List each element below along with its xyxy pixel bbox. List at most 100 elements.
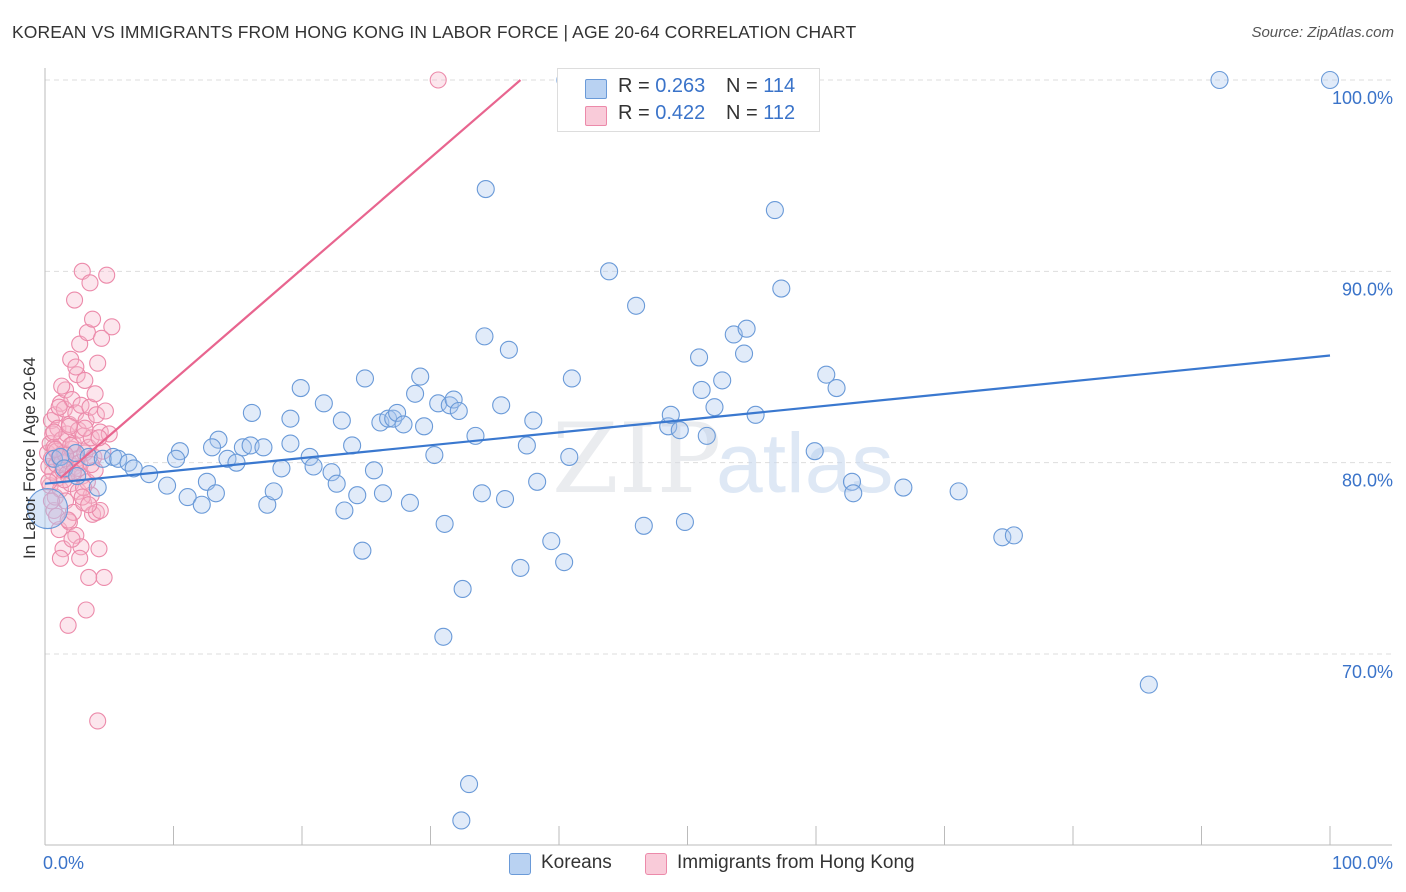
koreans-point <box>291 378 310 398</box>
correlation-legend: R = 0.263 N = 114 R = 0.422 N = 112 <box>557 68 820 132</box>
y-tick-label: 80.0% <box>1342 471 1393 491</box>
koreans-point <box>1139 675 1158 694</box>
koreans-point <box>675 512 694 532</box>
koreans-point <box>281 434 300 453</box>
koreans-point <box>634 516 653 535</box>
koreans-point <box>304 457 323 476</box>
hong-kong-point <box>76 419 94 437</box>
koreans-point <box>993 528 1012 547</box>
legend-r-label: R = <box>618 75 650 97</box>
x-tick-label: 0.0% <box>43 853 84 873</box>
series-koreans <box>27 70 1340 830</box>
koreans-point <box>524 411 543 430</box>
hong-kong-point <box>45 423 63 441</box>
koreans-swatch <box>509 853 531 875</box>
koreans-point <box>227 453 246 472</box>
watermark-atlas: atlas <box>716 416 893 510</box>
hong-kong-point <box>51 549 69 567</box>
koreans-point <box>167 449 186 468</box>
koreans-point <box>517 436 536 455</box>
legend-n-value: 112 <box>763 102 796 124</box>
koreans-point <box>435 514 454 533</box>
koreans-point <box>178 488 197 507</box>
koreans-point <box>492 396 511 415</box>
koreans-point <box>765 201 784 220</box>
x-tick-label: 100.0% <box>1332 853 1393 873</box>
koreans-point <box>272 459 291 478</box>
series-immigrants-from-hong-kong <box>39 71 447 730</box>
koreans-point <box>335 501 354 520</box>
hong-kong-point <box>87 406 105 424</box>
koreans-point <box>400 493 419 512</box>
hong-kong-point <box>63 390 81 409</box>
koreans-point <box>429 394 448 413</box>
koreans-point <box>206 484 225 503</box>
hong-kong-point <box>59 616 77 634</box>
y-axis-label: In Labor Force | Age 20-64 <box>20 357 39 559</box>
source-label: Source: ZipAtlas.com <box>1251 24 1394 41</box>
koreans-point <box>411 367 430 386</box>
watermark-zip: ZIP <box>552 403 721 515</box>
hong-kong-point <box>80 568 98 587</box>
hong-kong-point <box>63 530 81 548</box>
koreans-point <box>562 369 581 388</box>
koreans-point <box>434 627 453 646</box>
koreans-point <box>88 478 107 497</box>
hong-kong-point <box>90 540 108 558</box>
koreans-point <box>600 262 619 281</box>
koreans-point <box>453 579 472 598</box>
koreans-point <box>528 472 547 491</box>
koreans-point <box>415 417 434 436</box>
koreans-point <box>218 449 237 468</box>
koreans-point <box>27 488 69 530</box>
koreans-point <box>894 478 913 497</box>
koreans-point <box>827 378 846 398</box>
koreans-point <box>322 463 341 482</box>
grid-layer <box>45 79 1392 655</box>
koreans-point <box>327 474 346 493</box>
koreans-point <box>353 541 372 560</box>
koreans-point <box>203 438 222 457</box>
hong-kong-point <box>86 385 104 403</box>
hong-kong-point <box>60 417 78 435</box>
koreans-point <box>817 365 836 384</box>
chart-title: KOREAN VS IMMIGRANTS FROM HONG KONG IN L… <box>12 22 857 42</box>
hong-kong-point <box>89 712 107 730</box>
hong-kong-point <box>429 71 447 89</box>
hong-kong-swatch <box>585 106 607 126</box>
koreans-point <box>449 401 468 421</box>
axis-layer <box>44 68 1392 846</box>
koreans-point <box>388 403 407 422</box>
koreans-point <box>692 380 711 400</box>
koreans-point <box>242 403 261 422</box>
legend-n-label: N = <box>726 75 758 97</box>
koreans-point <box>373 484 393 503</box>
koreans-point <box>355 369 375 388</box>
koreans-point <box>394 415 413 434</box>
koreans-point <box>499 340 518 359</box>
hong-kong-point <box>92 329 111 347</box>
koreans-point <box>511 558 530 577</box>
koreans-point <box>1004 526 1023 545</box>
hong-kong-point <box>50 398 68 416</box>
koreans-point <box>949 482 968 501</box>
hong-kong-point <box>42 492 60 510</box>
koreans-point <box>472 484 491 503</box>
koreans-point <box>1210 70 1229 90</box>
koreans-point <box>51 447 70 466</box>
koreans-point <box>459 775 479 794</box>
koreans-point <box>192 495 211 514</box>
y-tick-label: 70.0% <box>1342 662 1393 682</box>
koreans-point <box>697 426 716 445</box>
koreans-point <box>254 438 273 457</box>
koreans-point <box>314 394 333 413</box>
koreans-point <box>495 489 515 509</box>
legend-label: Koreans <box>541 852 612 873</box>
koreans-swatch <box>585 79 607 99</box>
koreans-point <box>475 327 494 346</box>
hong-kong-point <box>103 318 121 336</box>
legend-r-value: 0.263 <box>655 75 706 97</box>
legend-r-value: 0.422 <box>655 102 706 124</box>
hong-kong-point <box>77 601 95 619</box>
legend-n-value: 114 <box>763 75 796 97</box>
